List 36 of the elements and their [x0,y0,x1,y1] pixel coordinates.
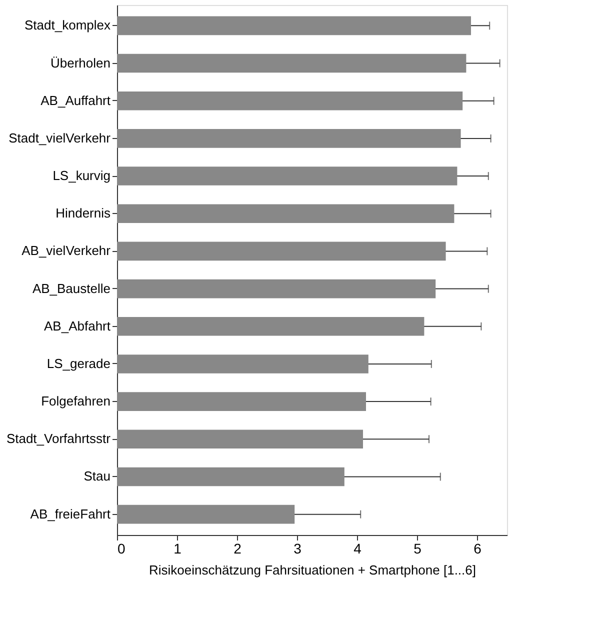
bar [117,316,424,336]
y-tick-label: Folgefahren [41,394,110,409]
y-tick-label: LS_gerade [46,356,110,371]
y-tick-label: AB_vielVerkehr [22,243,112,258]
x-tick-label: 0 [118,540,126,556]
bar [117,392,366,411]
y-tick-label: Hindernis [56,206,111,221]
bar [117,91,463,110]
y-tick-label: AB_Baustelle [32,280,110,296]
y-tick-label: AB_Auffahrt [40,92,111,108]
bar [117,129,461,148]
bar [117,430,363,449]
bar [117,242,446,261]
y-tick-label: Stadt_Vorfahrtsstr [6,431,112,446]
bar [117,504,295,524]
bar [117,204,454,224]
y-tick-label: AB_Abfahrt [44,318,111,334]
bar [117,166,458,186]
x-tick-label: 5 [414,540,422,556]
x-tick-label: 1 [174,540,182,556]
y-tick-label: AB_freieFahrt [30,506,111,522]
bar [117,16,471,36]
x-tick-label: 2 [234,540,242,556]
bar [117,354,368,374]
bar [117,54,466,73]
x-tick-label: 6 [474,540,482,556]
x-tick-label: 3 [294,540,302,556]
y-tick-label: Stadt_vielVerkehr [8,130,112,146]
y-tick-label: Stadt_komplex [24,18,111,33]
x-axis-title: Risikoeinschätzung Fahrsituationen + Smartphone [1...6] [149,562,476,578]
y-tick-label: LS_kurvig [52,168,110,184]
bar [117,467,344,486]
y-tick-label: Überholen [50,55,110,70]
y-tick-label: Stau [84,468,110,484]
bar [117,279,436,298]
x-tick-label: 4 [354,540,362,556]
